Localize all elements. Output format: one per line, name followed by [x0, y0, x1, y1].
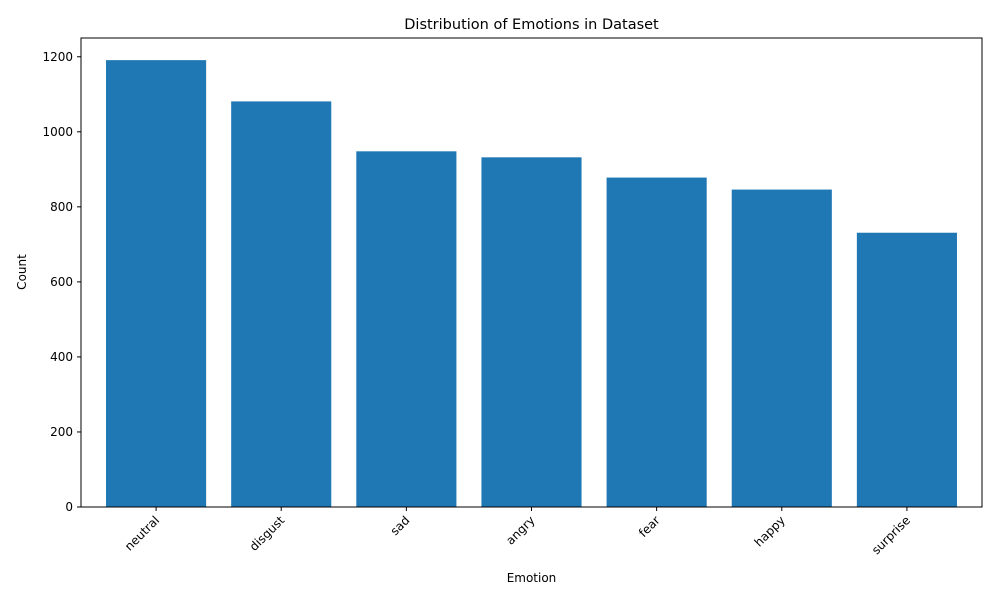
bar-happy — [731, 189, 832, 507]
y-tick-label: 1200 — [42, 50, 73, 64]
y-axis: 0 200 400 600 800 1000 1200 — [42, 50, 81, 514]
bar-angry — [481, 157, 582, 507]
bars-group — [106, 60, 957, 507]
x-tick-label-disgust: disgust — [247, 513, 288, 554]
y-tick-label: 200 — [50, 425, 73, 439]
y-axis-label: Count — [15, 254, 29, 290]
y-tick-label: 1000 — [42, 125, 73, 139]
y-tick-label: 0 — [65, 500, 73, 514]
bar-fear — [606, 177, 707, 507]
x-tick-label-surprise: surprise — [869, 513, 913, 557]
y-tick-label: 400 — [50, 350, 73, 364]
x-tick-label-angry: angry — [503, 513, 537, 547]
y-tick-label: 800 — [50, 200, 73, 214]
x-axis: neutral disgust sad angry fear happy surprise — [122, 507, 913, 557]
bar-neutral — [106, 60, 207, 507]
x-tick-label-neutral: neutral — [122, 513, 162, 553]
x-tick-label-happy: happy — [752, 513, 788, 549]
x-tick-label-fear: fear — [636, 513, 663, 540]
x-axis-label: Emotion — [507, 571, 557, 585]
bar-sad — [356, 151, 457, 507]
plot-frame — [80, 37, 983, 508]
chart-title: Distribution of Emotions in Dataset — [404, 17, 659, 33]
x-tick-label-sad: sad — [388, 513, 413, 538]
bar-surprise — [856, 232, 957, 507]
bar-disgust — [231, 101, 332, 507]
y-tick-label: 600 — [50, 275, 73, 289]
